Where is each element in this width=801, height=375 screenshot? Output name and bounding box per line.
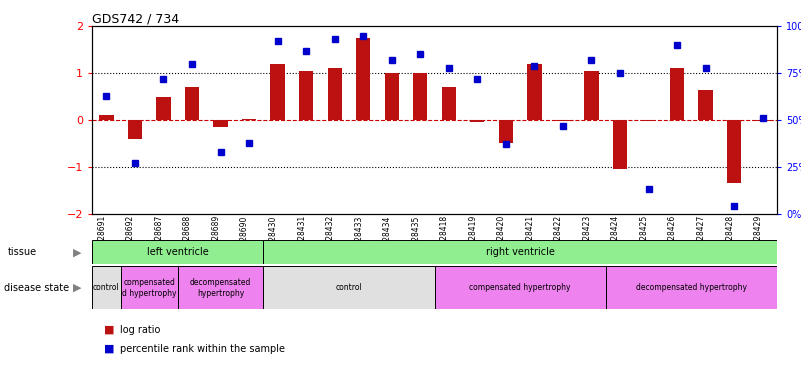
Bar bbox=[755, 120, 770, 121]
Bar bbox=[556, 120, 570, 121]
Bar bbox=[128, 120, 142, 139]
Text: decompensated hypertrophy: decompensated hypertrophy bbox=[636, 284, 747, 292]
Text: ▶: ▶ bbox=[73, 283, 81, 293]
Bar bbox=[441, 87, 456, 120]
Bar bbox=[642, 120, 656, 121]
Bar bbox=[727, 120, 741, 183]
Bar bbox=[242, 119, 256, 120]
Bar bbox=[264, 240, 777, 264]
Bar bbox=[499, 120, 513, 144]
Bar bbox=[413, 73, 428, 120]
Bar bbox=[470, 120, 485, 122]
Text: ■: ■ bbox=[104, 344, 115, 354]
Bar bbox=[613, 120, 627, 169]
Bar bbox=[698, 90, 713, 120]
Text: percentile rank within the sample: percentile rank within the sample bbox=[120, 344, 285, 354]
Text: ▶: ▶ bbox=[73, 247, 81, 257]
Bar bbox=[670, 68, 684, 120]
Bar bbox=[356, 38, 370, 120]
Text: disease state: disease state bbox=[4, 283, 69, 293]
Bar bbox=[271, 64, 284, 120]
Bar bbox=[527, 64, 541, 120]
Text: compensated
d hypertrophy: compensated d hypertrophy bbox=[122, 278, 176, 297]
Bar bbox=[384, 73, 399, 120]
Bar bbox=[92, 266, 121, 309]
Text: compensated hypertrophy: compensated hypertrophy bbox=[469, 284, 571, 292]
Bar bbox=[264, 266, 434, 309]
Bar bbox=[299, 71, 313, 120]
Bar bbox=[156, 97, 171, 120]
Text: log ratio: log ratio bbox=[120, 325, 160, 335]
Bar bbox=[585, 71, 598, 120]
Bar bbox=[434, 266, 606, 309]
Bar bbox=[178, 266, 264, 309]
Bar bbox=[185, 87, 199, 120]
Text: decompensated
hypertrophy: decompensated hypertrophy bbox=[190, 278, 252, 297]
Text: right ventricle: right ventricle bbox=[485, 247, 554, 257]
Text: left ventricle: left ventricle bbox=[147, 247, 208, 257]
Bar bbox=[213, 120, 227, 127]
Text: GDS742 / 734: GDS742 / 734 bbox=[92, 12, 179, 25]
Bar bbox=[92, 240, 264, 264]
Bar bbox=[99, 116, 114, 120]
Text: control: control bbox=[336, 284, 362, 292]
Text: control: control bbox=[93, 284, 120, 292]
Bar bbox=[606, 266, 777, 309]
Text: tissue: tissue bbox=[8, 247, 37, 257]
Text: ■: ■ bbox=[104, 325, 115, 335]
Bar bbox=[121, 266, 178, 309]
Bar bbox=[328, 68, 342, 120]
